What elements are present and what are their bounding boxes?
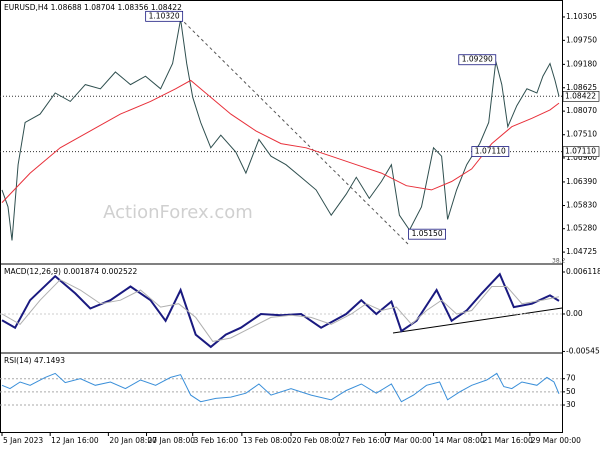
y-tick-label: 1.10305 xyxy=(566,12,597,21)
frame xyxy=(0,0,563,433)
x-tick-label: 20 Feb 08:00 xyxy=(292,436,341,445)
y-tick-label: 1.07510 xyxy=(566,130,597,139)
y-tick-label: 1.06960 xyxy=(566,153,597,162)
fib-label: 38.2 xyxy=(552,258,566,265)
annotation-box xyxy=(458,54,497,66)
y-tick-label: 1.05280 xyxy=(566,224,597,233)
y-tick-label: 1.09180 xyxy=(566,59,597,68)
price-label-box xyxy=(562,146,600,157)
x-tick-label: 29 Mar 00:00 xyxy=(531,436,581,445)
y-tick-label: 1.04725 xyxy=(566,247,597,256)
panel-title: RSI(14) 47.1493 xyxy=(4,356,65,365)
annotation-box xyxy=(408,228,446,240)
x-tick-label: 12 Jan 16:00 xyxy=(51,436,99,445)
annotation-label: 1.09290 xyxy=(462,55,493,64)
x-tick-label: 13 Feb 08:00 xyxy=(243,436,292,445)
price-label: 1.07110 xyxy=(565,147,596,156)
y-tick-label: -0.005458 xyxy=(566,346,600,355)
y-tick-label: 1.08625 xyxy=(566,83,597,92)
panel-title: EURUSD,H4 1.08688 1.08704 1.08356 1.0842… xyxy=(4,3,182,12)
y-tick-label: 1.05830 xyxy=(566,201,597,210)
x-tick-label: 20 Jan 08:00 xyxy=(109,436,157,445)
series-line xyxy=(1,272,560,349)
annotation-label: 1.05150 xyxy=(412,229,443,238)
x-tick-label: 14 Mar 08:00 xyxy=(435,436,485,445)
watermark: ActionForex.com xyxy=(103,202,253,223)
y-tick-label: 0.006118 xyxy=(566,267,600,276)
y-tick-label: 1.09750 xyxy=(566,35,597,44)
x-tick-label: 27 Feb 16:00 xyxy=(340,436,389,445)
y-tick-label: 1.08070 xyxy=(566,106,597,115)
annotation-box xyxy=(471,146,510,157)
panel-title: MACD(12,26,9) 0.001874 0.002522 xyxy=(4,267,138,276)
annotation-box xyxy=(145,10,184,22)
series-line xyxy=(1,372,560,403)
y-tick-label: 1.06390 xyxy=(566,177,597,186)
y-tick-label: 70 xyxy=(566,374,576,383)
x-tick-label: 27 Jan 08:00 xyxy=(148,436,196,445)
price-label-box xyxy=(562,91,600,102)
annotation-label: 1.10320 xyxy=(149,11,180,20)
x-tick-label: 5 Jan 2023 xyxy=(3,436,43,445)
y-tick-label: 50 xyxy=(566,387,576,396)
price-label: 1.08422 xyxy=(565,91,596,100)
series-line xyxy=(1,279,560,342)
y-tick-label: 30 xyxy=(566,400,576,409)
series-line xyxy=(1,79,560,203)
annotation-label: 1.07110 xyxy=(475,147,506,156)
series-line xyxy=(1,19,560,241)
x-tick-label: 3 Feb 16:00 xyxy=(194,436,239,445)
y-tick-label: 0.00 xyxy=(566,309,583,318)
x-tick-label: 21 Mar 16:00 xyxy=(483,436,533,445)
trend-line xyxy=(392,307,563,334)
x-tick-label: 7 Mar 00:00 xyxy=(386,436,432,445)
